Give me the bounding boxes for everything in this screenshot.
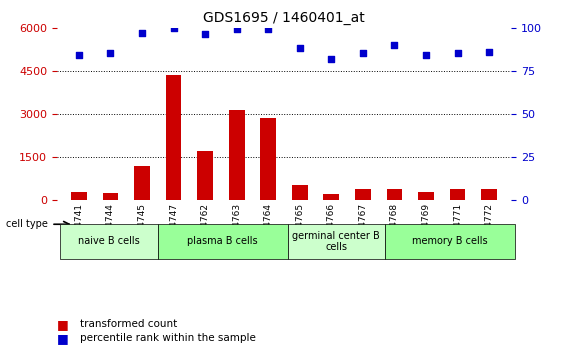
Bar [260, 118, 276, 200]
Bar [166, 75, 181, 200]
Point [137, 30, 147, 36]
Text: transformed count: transformed count [80, 319, 177, 329]
Bar [134, 166, 150, 200]
Point [169, 25, 178, 30]
Bar [323, 194, 339, 200]
Bar [71, 193, 87, 200]
Text: memory B cells: memory B cells [412, 237, 488, 246]
Point [327, 56, 336, 61]
Bar [292, 185, 308, 200]
Bar [387, 189, 402, 200]
Point [421, 52, 431, 58]
Text: percentile rank within the sample: percentile rank within the sample [80, 333, 256, 343]
Point [295, 46, 304, 51]
Point [453, 51, 462, 56]
Bar [197, 151, 213, 200]
Point [74, 52, 83, 58]
Text: germinal center B
cells: germinal center B cells [293, 231, 380, 252]
Point [390, 42, 399, 48]
Bar [418, 192, 434, 200]
Text: naive B cells: naive B cells [78, 237, 140, 246]
Point [264, 27, 273, 32]
Point [232, 27, 241, 32]
Bar [229, 109, 245, 200]
Point [201, 32, 210, 37]
Title: GDS1695 / 1460401_at: GDS1695 / 1460401_at [203, 11, 365, 25]
Bar [103, 194, 118, 200]
Point [485, 49, 494, 55]
Point [358, 51, 367, 56]
Text: plasma B cells: plasma B cells [187, 237, 258, 246]
Bar [481, 189, 497, 200]
Text: cell type: cell type [6, 219, 48, 229]
Text: ■: ■ [57, 332, 69, 345]
Text: ■: ■ [57, 318, 69, 331]
Bar [355, 189, 371, 200]
Point [106, 51, 115, 56]
Bar [450, 189, 465, 200]
